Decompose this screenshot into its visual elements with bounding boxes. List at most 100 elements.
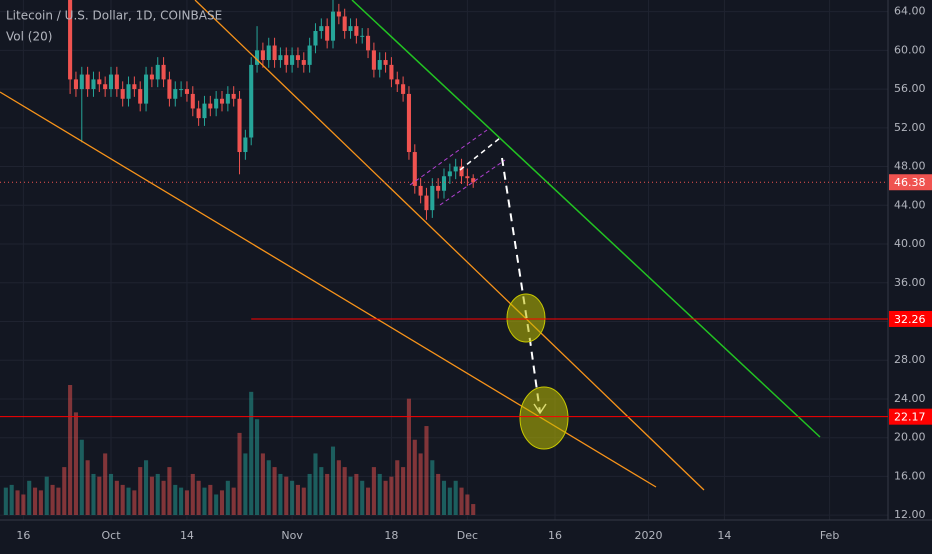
volume-bar — [278, 473, 283, 515]
volume-bar — [167, 467, 172, 515]
volume-bar — [371, 467, 376, 515]
candle-body — [249, 64, 254, 138]
candle-body — [406, 93, 411, 153]
volume-bar — [179, 487, 184, 515]
candle-body — [441, 176, 447, 191]
volume-bar — [377, 473, 382, 515]
volume-bar — [21, 494, 26, 515]
candle-body — [266, 45, 271, 61]
candle-body — [132, 84, 137, 90]
candle-body — [97, 79, 102, 85]
candle-body — [284, 55, 289, 65]
volume-bar — [430, 460, 435, 515]
y-tick-label: 44.00 — [894, 198, 926, 211]
volume-bar — [348, 476, 353, 515]
target-zone — [506, 293, 546, 343]
candle-body — [190, 93, 195, 109]
x-tick-label: 2020 — [634, 529, 662, 542]
candle-body — [219, 98, 225, 104]
candle-body — [424, 195, 429, 211]
volume-bar — [249, 391, 254, 515]
volume-bar — [208, 484, 213, 515]
y-tick-label: 40.00 — [894, 237, 926, 250]
volume-bar — [389, 476, 394, 515]
candle-body — [126, 84, 131, 99]
volume-bar — [383, 480, 388, 515]
volume-bar — [255, 419, 260, 515]
candle-body — [73, 79, 78, 90]
candle-body — [202, 103, 207, 119]
candle-body — [366, 35, 371, 51]
y-tick-label: 28.00 — [894, 353, 926, 366]
candle-body — [383, 60, 388, 65]
volume-bar — [126, 487, 131, 515]
y-tick-label: 16.00 — [894, 469, 926, 482]
candle-body — [167, 79, 172, 99]
candle-body — [436, 185, 441, 191]
volume-bar — [406, 398, 411, 515]
channel — [409, 129, 488, 186]
volume-bar — [453, 480, 458, 515]
y-tick-label: 48.00 — [894, 160, 926, 173]
price-badge-label: 22.17 — [894, 411, 926, 424]
volume-bar — [120, 484, 125, 515]
x-tick-label: 16 — [16, 529, 30, 542]
x-tick-label: 18 — [384, 529, 398, 542]
candle-body — [255, 50, 260, 65]
y-tick-label: 36.00 — [894, 276, 926, 289]
volume-bar — [27, 480, 32, 515]
volume-bar — [9, 484, 14, 515]
x-tick-label: 14 — [717, 529, 731, 542]
volume-bar — [272, 467, 277, 515]
volume-bar — [266, 460, 271, 515]
volume-bar — [38, 490, 43, 515]
candle-body — [173, 89, 178, 99]
candle-body — [412, 152, 417, 186]
volume-bar — [301, 487, 306, 515]
trendline — [351, 0, 821, 438]
candle-body — [447, 171, 452, 177]
candle-body — [144, 74, 149, 104]
candle-body — [161, 64, 166, 80]
volume-bar — [91, 473, 96, 515]
candle-body — [354, 26, 359, 36]
volume-bar — [33, 487, 38, 515]
volume-bar — [108, 473, 114, 515]
y-tick-label: 52.00 — [894, 121, 926, 134]
candles — [68, 0, 476, 220]
candle-body — [313, 30, 318, 46]
volume-bar — [114, 480, 119, 515]
x-tick-label: Feb — [820, 529, 839, 542]
volume-bar — [138, 467, 143, 515]
candle-body — [430, 185, 435, 211]
volume-bar — [219, 490, 225, 515]
chart-title: Litecoin / U.S. Dollar, 1D, COINBASE — [6, 9, 222, 23]
volume-bar — [313, 453, 318, 515]
volume-bar — [231, 487, 236, 515]
volume-bar — [290, 480, 295, 515]
volume-bar — [214, 494, 219, 515]
volume-bar — [73, 412, 78, 515]
volume-bar — [325, 473, 330, 515]
candle-body — [348, 26, 353, 31]
candle-body — [418, 185, 423, 196]
volume-bar — [424, 426, 429, 515]
candle-body — [68, 0, 73, 80]
candle-body — [389, 64, 394, 80]
candle-body — [231, 93, 236, 99]
candle-body — [108, 74, 114, 90]
x-tick-label: 16 — [548, 529, 562, 542]
volume-bar — [202, 487, 207, 515]
candle-body — [453, 166, 458, 172]
volume-bar — [3, 487, 8, 515]
candle-body — [371, 50, 376, 70]
volume-bar — [149, 476, 154, 515]
candle-body — [85, 74, 90, 90]
price-badge-label: 32.26 — [894, 313, 926, 326]
volume-bar — [360, 480, 365, 515]
volume-bar — [412, 439, 417, 515]
volume-bar — [62, 467, 67, 515]
target-zone — [519, 386, 569, 450]
